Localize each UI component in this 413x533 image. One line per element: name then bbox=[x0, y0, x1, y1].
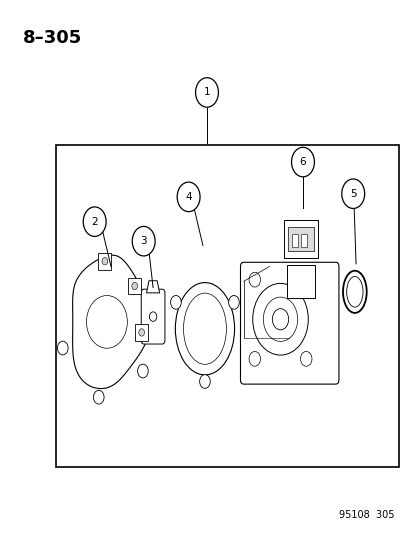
Ellipse shape bbox=[175, 282, 234, 375]
Text: 5: 5 bbox=[349, 189, 356, 199]
Polygon shape bbox=[146, 281, 159, 293]
Circle shape bbox=[195, 78, 218, 107]
FancyBboxPatch shape bbox=[135, 324, 148, 341]
Circle shape bbox=[249, 351, 260, 366]
Text: 4: 4 bbox=[185, 192, 192, 202]
FancyBboxPatch shape bbox=[292, 235, 298, 247]
Text: 2: 2 bbox=[91, 217, 98, 227]
Circle shape bbox=[263, 297, 297, 342]
Text: 1: 1 bbox=[203, 87, 210, 98]
FancyBboxPatch shape bbox=[98, 253, 111, 270]
Text: 6: 6 bbox=[299, 157, 306, 167]
Text: 95108  305: 95108 305 bbox=[339, 510, 394, 520]
Circle shape bbox=[132, 227, 155, 256]
Circle shape bbox=[341, 179, 364, 208]
Circle shape bbox=[131, 282, 137, 290]
FancyBboxPatch shape bbox=[56, 145, 398, 467]
FancyBboxPatch shape bbox=[287, 228, 313, 251]
FancyBboxPatch shape bbox=[128, 278, 141, 294]
Circle shape bbox=[83, 207, 106, 237]
FancyBboxPatch shape bbox=[286, 265, 314, 298]
FancyBboxPatch shape bbox=[283, 220, 317, 258]
Circle shape bbox=[228, 295, 239, 309]
Circle shape bbox=[291, 147, 313, 177]
Circle shape bbox=[93, 390, 104, 404]
Text: 3: 3 bbox=[140, 236, 147, 246]
Circle shape bbox=[252, 284, 308, 355]
Circle shape bbox=[137, 364, 148, 378]
Circle shape bbox=[57, 341, 68, 355]
Circle shape bbox=[138, 329, 144, 336]
FancyBboxPatch shape bbox=[300, 235, 306, 247]
FancyBboxPatch shape bbox=[240, 262, 338, 384]
Ellipse shape bbox=[346, 277, 362, 307]
Circle shape bbox=[177, 182, 199, 212]
Ellipse shape bbox=[183, 293, 226, 365]
Circle shape bbox=[170, 295, 181, 309]
Circle shape bbox=[249, 272, 260, 287]
Circle shape bbox=[149, 312, 157, 321]
Circle shape bbox=[300, 272, 311, 287]
Circle shape bbox=[300, 351, 311, 366]
FancyBboxPatch shape bbox=[141, 289, 164, 344]
Text: 8–305: 8–305 bbox=[23, 29, 82, 47]
Circle shape bbox=[272, 309, 288, 330]
Circle shape bbox=[199, 375, 210, 389]
Circle shape bbox=[102, 257, 107, 265]
